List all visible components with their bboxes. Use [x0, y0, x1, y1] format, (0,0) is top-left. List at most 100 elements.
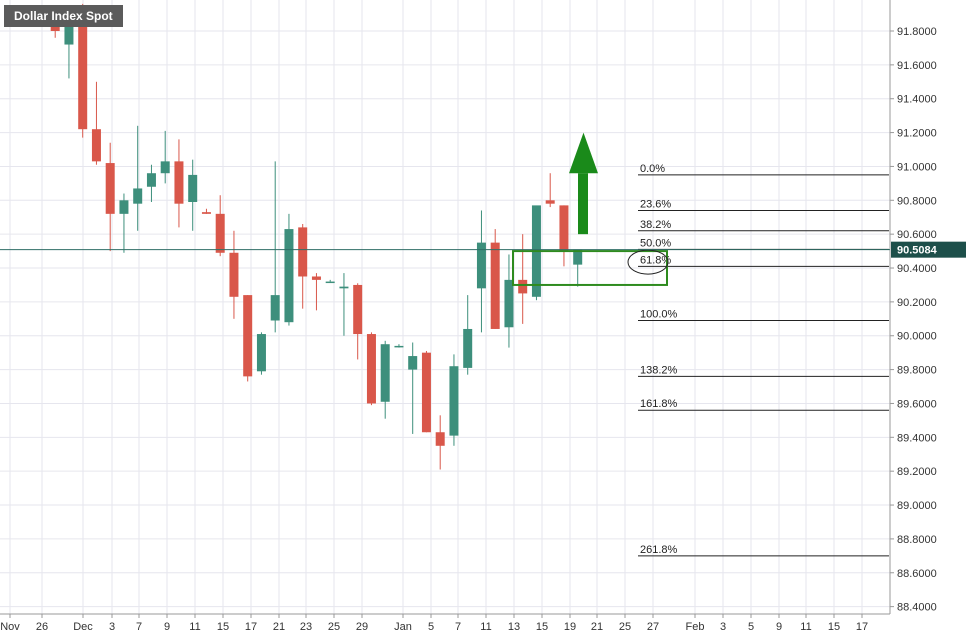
annotations [512, 132, 669, 286]
fib-level-label: 261.8% [640, 544, 678, 556]
fib-level-label: 38.2% [640, 219, 671, 231]
y-tick-label: 89.6000 [897, 398, 937, 410]
candle-bear [559, 205, 569, 252]
axes [0, 0, 891, 615]
candle-bear [215, 213, 225, 253]
x-tick-label: 29 [356, 621, 368, 633]
x-tick-label: 26 [36, 621, 48, 633]
x-tick-label: Nov [0, 621, 20, 633]
candle-bear [229, 252, 239, 297]
candle-bull [325, 281, 335, 284]
x-tick-label: 3 [720, 621, 726, 633]
x-tick-label: 5 [748, 621, 754, 633]
x-axis-ticks: Nov 26 Dec 3 7 9 11 15 17 21 23 25 29 Jan 5 7 11 13 15 19 21… [0, 614, 868, 633]
current-price-badge [891, 241, 966, 258]
x-tick-label: Jan [394, 621, 412, 633]
x-tick-label: 23 [300, 621, 312, 633]
up-arrow-head [569, 132, 598, 174]
x-tick-label: 11 [800, 621, 811, 633]
y-tick-label: 89.4000 [897, 432, 937, 444]
y-tick-label: 88.4000 [897, 602, 937, 614]
chart-title: Dollar Index Spot [4, 5, 123, 27]
fib-level-label: 23.6% [640, 198, 671, 210]
candle-bull [284, 229, 294, 323]
up-arrow-shaft [578, 173, 588, 235]
candle-bull [380, 344, 390, 402]
candle-bull [188, 174, 198, 202]
fib-level-label: 161.8% [640, 398, 678, 410]
x-tick-label: 17 [245, 621, 257, 633]
x-tick-label: 3 [109, 621, 115, 633]
y-tick-label: 90.0000 [897, 331, 937, 343]
x-tick-label: 9 [776, 621, 782, 633]
x-tick-label: 11 [480, 621, 491, 633]
candle-bear [435, 432, 445, 446]
y-tick-label: 91.6000 [897, 60, 937, 72]
candle-bull [463, 328, 473, 368]
candle-bull [339, 286, 349, 289]
x-tick-label: 19 [564, 621, 576, 633]
candle-bull [270, 295, 280, 321]
candle-bear [311, 276, 321, 280]
candle-bear [174, 161, 184, 204]
fib-level-label: 50.0% [640, 237, 671, 249]
x-tick-label: 7 [455, 621, 461, 633]
x-tick-label: 21 [591, 621, 603, 633]
x-tick-label: Feb [686, 621, 705, 633]
candle-bull [449, 366, 459, 436]
y-tick-label: 88.8000 [897, 534, 937, 546]
candle-bull [119, 200, 129, 214]
candle-bull [504, 279, 514, 328]
y-axis-ticks: 91.8000 91.6000 91.4000 91.2000 91.0000 90.80… [890, 26, 937, 614]
x-tick-label: 11 [189, 621, 200, 633]
candle-bear [243, 295, 253, 377]
fib-level-label: 100.0% [640, 309, 678, 321]
fib-level-label: 0.0% [640, 163, 665, 175]
y-tick-label: 90.8000 [897, 195, 937, 207]
candle-bull [160, 161, 170, 174]
fib-level-label: 138.2% [640, 364, 678, 376]
candle-bull [394, 345, 404, 348]
grid [0, 0, 890, 614]
x-tick-label: 15 [217, 621, 229, 633]
candle-bear [298, 227, 308, 277]
y-tick-label: 91.2000 [897, 128, 937, 140]
x-tick-label: 25 [328, 621, 340, 633]
candle-bear [91, 129, 101, 162]
current-price-marker: 90.5084 [0, 241, 966, 258]
candle-bull [256, 334, 266, 372]
fibonacci-levels: 0.0% 23.6% 38.2% 50.0% 61.8% 100.0% 138.2% 161.… [638, 163, 889, 557]
y-tick-label: 90.2000 [897, 297, 937, 309]
candle-bear [421, 352, 431, 433]
y-tick-label: 91.4000 [897, 94, 937, 106]
y-tick-label: 88.6000 [897, 568, 937, 580]
x-tick-label: 17 [856, 621, 868, 633]
candle-bull [133, 188, 143, 204]
y-tick-label: 89.0000 [897, 500, 937, 512]
highlight-zone-box [512, 250, 668, 286]
candle-bull [573, 249, 583, 265]
fib-level-label: 61.8% [640, 254, 671, 266]
y-tick-label: 91.0000 [897, 161, 937, 173]
x-tick-label: 13 [508, 621, 520, 633]
candle-bear [545, 200, 555, 204]
candle-bull [476, 242, 486, 289]
candle-bear [353, 284, 363, 335]
candle-bull [146, 173, 156, 187]
current-price-label: 90.5084 [897, 245, 938, 257]
x-tick-label: 7 [136, 621, 142, 633]
candle-bear [105, 163, 115, 214]
y-tick-label: 89.8000 [897, 365, 937, 377]
x-tick-label: Dec [73, 621, 93, 633]
candle-bear [78, 8, 88, 130]
y-tick-label: 90.6000 [897, 229, 937, 241]
x-tick-label: 27 [647, 621, 659, 633]
y-tick-label: 91.8000 [897, 26, 937, 38]
candle-bear [201, 212, 211, 214]
x-tick-label: 21 [273, 621, 285, 633]
x-tick-label: 25 [619, 621, 631, 633]
x-tick-label: 15 [536, 621, 548, 633]
candle-bear [518, 279, 528, 294]
